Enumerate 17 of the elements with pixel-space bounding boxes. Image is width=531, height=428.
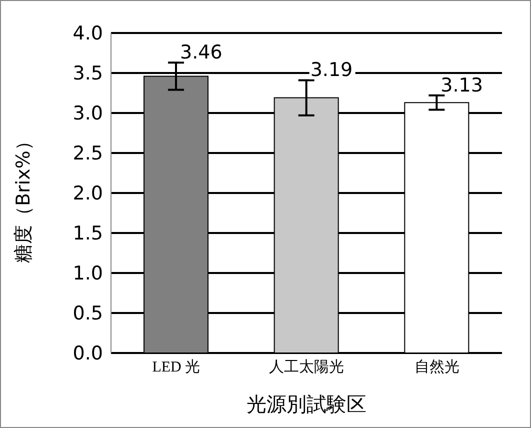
y-axis-title: 糖度（Brix%）	[12, 132, 35, 263]
x-tick-label: LED 光	[152, 358, 200, 376]
x-tick-label: 人工太陽光	[269, 358, 344, 376]
y-tick-label: 4.0	[72, 22, 103, 45]
y-tick-label: 1.5	[72, 222, 103, 245]
y-tick-label: 0.5	[72, 302, 103, 325]
y-tick-label: 3.5	[72, 62, 103, 85]
data-label: 3.13	[440, 74, 483, 96]
y-tick-label: 1.0	[72, 262, 103, 285]
data-label: 3.46	[180, 42, 222, 64]
y-tick-label: 0.0	[72, 342, 103, 365]
x-tick-label: 自然光	[414, 358, 460, 376]
y-tick-label: 2.5	[72, 142, 103, 165]
data-label: 3.19	[310, 59, 353, 82]
y-tick-label: 3.0	[72, 102, 103, 125]
x-axis-title: 光源別試験区	[246, 392, 366, 416]
y-tick-label: 2.0	[72, 182, 103, 205]
